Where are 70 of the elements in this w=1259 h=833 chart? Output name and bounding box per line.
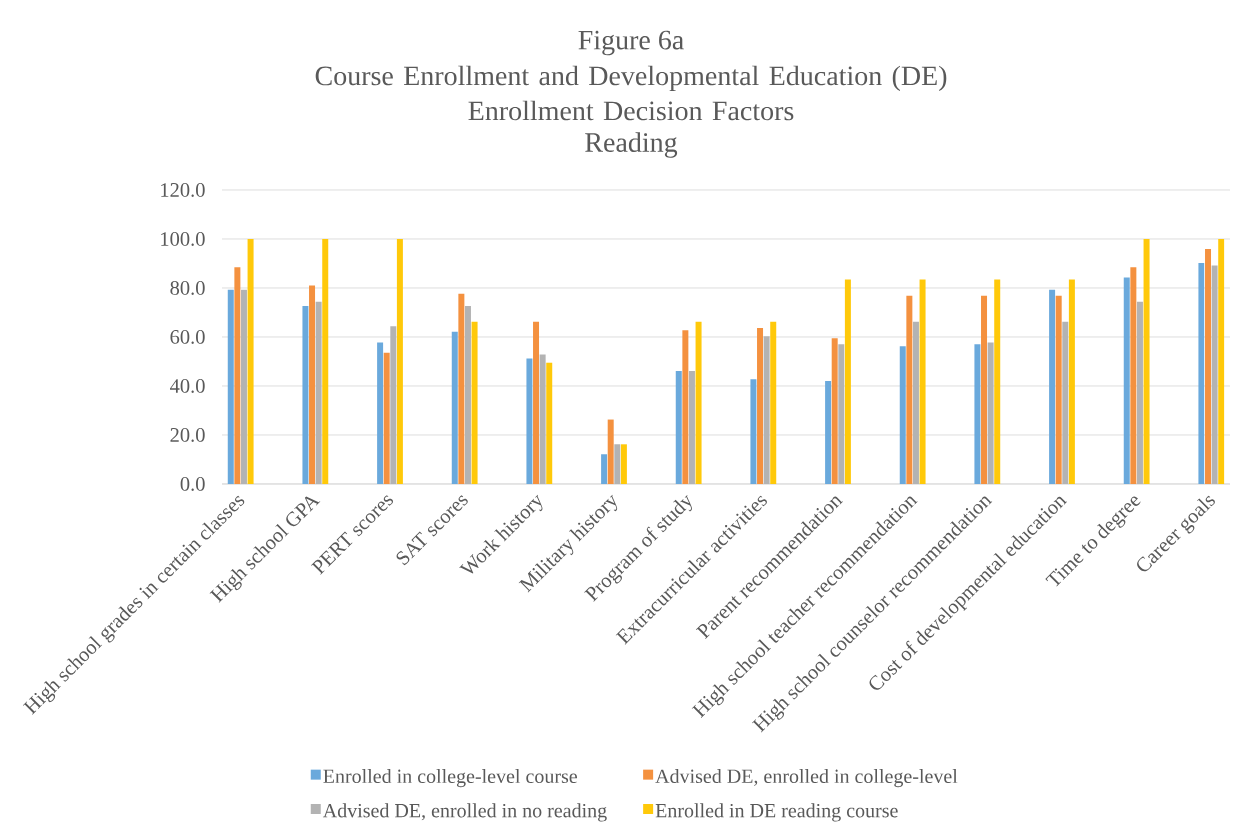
bar — [539, 354, 546, 484]
bar — [987, 342, 994, 484]
bar — [533, 321, 540, 484]
legend-label: Enrolled in college-level course — [323, 768, 577, 788]
y-tick-label: 20.0 — [170, 428, 205, 442]
bar — [750, 379, 757, 484]
bar — [396, 238, 403, 484]
legend-label: Advised DE, enrolled in college-level — [655, 768, 958, 788]
bar — [227, 289, 234, 484]
bar — [763, 336, 770, 484]
y-tick-label: 0.0 — [180, 477, 205, 491]
bar — [322, 238, 329, 484]
bar — [1062, 321, 1069, 484]
bar — [1049, 289, 1056, 484]
bar — [1123, 277, 1130, 484]
bar — [464, 305, 471, 484]
bar — [831, 338, 838, 484]
bar — [620, 444, 627, 484]
bar — [247, 238, 254, 484]
y-tick-label: 40.0 — [170, 379, 205, 393]
bar — [546, 362, 553, 484]
chart-title: Course Enrollment and Developmental Education (DE) Enrollment Decision Factors — [315, 65, 947, 121]
bar — [1068, 279, 1075, 484]
bar — [1205, 249, 1212, 484]
bar — [1130, 267, 1137, 484]
bar — [675, 371, 682, 484]
bar — [906, 295, 913, 484]
bar — [383, 352, 390, 484]
bar — [458, 293, 465, 484]
y-tick-label: 120.0 — [161, 183, 205, 197]
bar — [302, 305, 309, 484]
bar — [315, 301, 322, 484]
bar — [1211, 265, 1218, 484]
bar — [614, 444, 621, 484]
bar — [240, 289, 247, 484]
bar — [1136, 301, 1143, 484]
bar — [309, 285, 316, 484]
y-tick-label: 100.0 — [161, 232, 205, 246]
bar — [757, 327, 764, 484]
bar — [1143, 238, 1150, 484]
bar — [1198, 263, 1205, 484]
bar — [994, 279, 1001, 484]
y-tick-label: 80.0 — [170, 281, 205, 295]
bar — [682, 330, 689, 484]
bar — [838, 344, 845, 484]
bar — [601, 454, 608, 484]
bar — [825, 381, 832, 484]
bar — [526, 358, 533, 484]
legend-label: Advised DE, enrolled in no reading — [322, 803, 607, 822]
bar — [899, 346, 906, 484]
bar — [1218, 238, 1225, 484]
bar — [844, 279, 851, 484]
bar — [451, 331, 458, 484]
bar — [377, 342, 384, 484]
bar — [688, 371, 695, 484]
bar — [912, 321, 919, 484]
bar — [390, 326, 397, 484]
y-tick-label: 60.0 — [170, 330, 205, 344]
bar — [981, 295, 988, 484]
bar — [770, 321, 777, 484]
bar — [695, 321, 702, 484]
caption: Figure 6a — [578, 30, 684, 56]
bar — [919, 279, 926, 484]
bar — [234, 267, 241, 484]
chart-subtitle: Reading — [585, 132, 678, 158]
bar — [974, 344, 981, 484]
bar — [607, 419, 614, 484]
legend-label: Enrolled in DE reading course — [655, 803, 898, 822]
bar — [1055, 295, 1062, 484]
bar — [471, 321, 478, 484]
